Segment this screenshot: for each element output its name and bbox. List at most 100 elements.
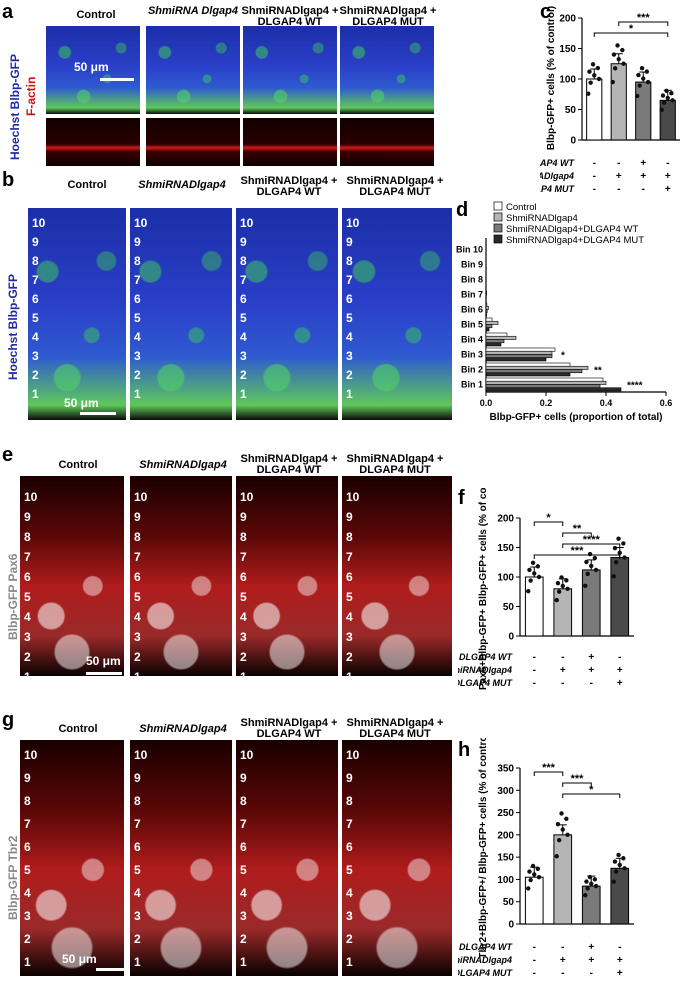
data-point [622,555,627,560]
scale-text-b: 50 μm [64,396,99,410]
bin-number: 5 [134,863,141,877]
bin-number: 9 [134,771,141,785]
condition-symbol: + [617,665,623,676]
panel-letter-c: c [540,1,552,23]
bin-number: 9 [134,510,141,524]
y-axis-label: Pax6+Blbp-GFP+ Blbp-GFP+ cells (% of con… [478,488,489,690]
micrograph-panel_e-2 [236,476,338,676]
data-point [641,76,646,81]
condition-symbol: - [590,968,593,979]
significance-label: * [546,512,551,524]
bar [610,557,630,637]
significance-label: * [561,351,565,362]
data-point [585,886,590,891]
y-tick-label: 150 [497,853,514,864]
bin-number: 10 [346,748,360,762]
data-point [584,559,589,565]
data-point [560,583,565,589]
legend-swatch [493,223,503,233]
bin-number: 10 [24,490,38,504]
micrograph-a-wt [243,26,337,114]
bar [659,99,676,141]
bin-number: 5 [24,863,31,877]
bin-number: 10 [134,490,148,504]
data-point [639,65,645,71]
data-point [556,589,562,594]
condition-row-label: DLGAP4 MUT [458,968,514,978]
micrograph-panel_b-0 [28,208,126,420]
condition-symbol: - [533,665,536,676]
x-tick-label: 0.4 [600,398,613,408]
bar [485,372,571,377]
bin-number: 7 [346,550,353,564]
condition-symbol: + [588,652,594,663]
data-point [670,98,675,103]
scale-text-a: 50 μm [74,60,109,74]
chart-d: 0.0 0.2 0.4 0.6 Blbp-GFP+ cells (proportion … [456,201,672,423]
significance-label: * [589,784,594,796]
data-point [564,816,569,822]
category-label: Bin 10 [456,245,483,255]
data-point [554,597,559,603]
significance-label: **** [627,381,643,392]
bin-number: 3 [24,909,31,923]
bin-number: 9 [240,771,247,785]
bin-number: 3 [240,349,247,363]
significance-bracket [562,532,592,537]
condition-symbol: - [533,678,536,689]
data-point [554,854,559,859]
condition-symbol: - [666,158,669,169]
bin-number: 1 [32,387,39,401]
bin-number: 7 [240,817,247,831]
bin-number: 8 [240,530,247,544]
bin-number: 6 [346,840,353,854]
bin-number: 3 [134,630,141,644]
bin-number: 7 [134,817,141,831]
col-title-b-wt: ShmiRNADlgap4 + DLGAP4 WT [240,175,338,198]
data-point [535,564,541,569]
condition-symbol: + [588,942,594,953]
bin-number: 5 [346,311,353,325]
micrograph-a-shmirna [146,26,240,114]
data-point [532,872,537,877]
condition-symbol: + [617,955,623,966]
condition-row-label: DLGAP4 MUT [458,678,514,688]
data-point [560,827,565,832]
data-point [621,541,626,546]
significance-label: *** [637,12,651,24]
data-point [565,832,570,838]
data-point [620,47,625,53]
bin-number: 8 [346,530,353,544]
data-point [611,52,617,57]
col-title-b-mut: ShmiRNADlgap4 + DLGAP4 MUT [346,175,444,198]
bar [485,324,493,329]
significance-bracket [562,543,621,548]
bin-number: 8 [240,794,247,808]
significance-label: ** [594,366,602,377]
bar [485,305,489,310]
bin-number: 8 [240,254,247,268]
bin-number: 4 [240,610,247,624]
condition-symbol: - [561,942,564,953]
bin-number: 2 [24,932,31,946]
bin-number: 5 [346,863,353,877]
condition-row-label: ShmiRNADlgap4 [540,171,574,181]
bin-number: 6 [240,840,247,854]
significance-label: **** [583,534,601,546]
data-point [613,869,619,874]
condition-symbol: + [588,665,594,676]
scale-text-g: 50 μm [62,952,97,966]
scale-bar-b [80,412,116,415]
condition-symbol: + [560,955,566,966]
data-point [637,83,642,88]
data-point [583,583,588,588]
x-tick-label: 0.0 [480,398,493,408]
micrograph-panel_e-3 [342,476,452,676]
data-point [556,838,562,843]
significance-label: ** [573,523,582,535]
data-point [616,852,621,858]
bin-number: 2 [134,932,141,946]
bin-number: 1 [24,670,31,684]
col-title-e-shmirna: ShmiRNADlgap4 [139,459,227,471]
